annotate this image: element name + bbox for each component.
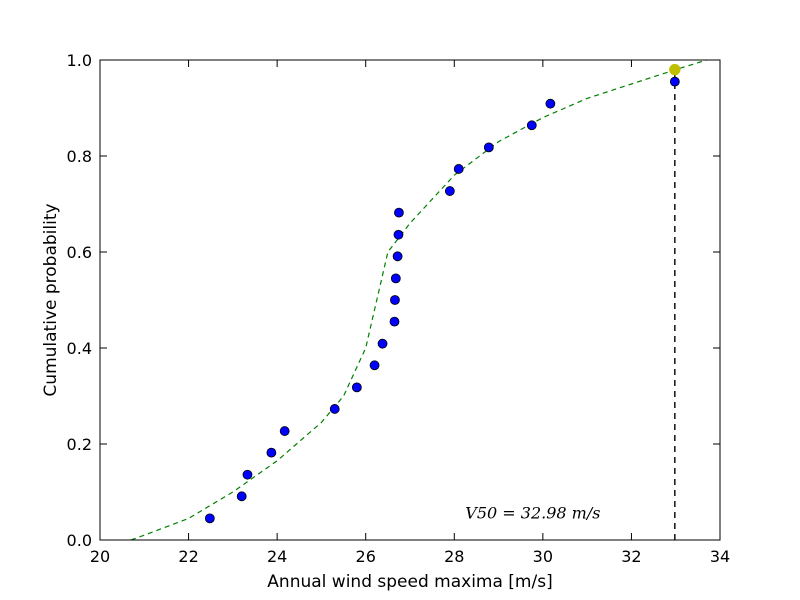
axes-frame (99, 59, 721, 541)
data-point (389, 316, 400, 327)
data-point (444, 186, 455, 196)
x-axis-label: Annual wind speed maxima [m/s] (267, 572, 552, 592)
data-point (526, 120, 537, 131)
data-point (390, 273, 401, 284)
v50-highlight-point (669, 63, 681, 76)
data-point (669, 76, 680, 87)
y-tick-label: 0.0 (67, 531, 92, 550)
y-tick-label: 0.6 (67, 243, 92, 262)
y-tick-label: 0.2 (67, 435, 92, 454)
data-point (242, 469, 253, 480)
data-point (266, 447, 277, 458)
data-point (236, 491, 247, 502)
data-point (393, 229, 404, 240)
data-point (279, 426, 290, 436)
data-point (545, 98, 556, 109)
y-tick-label: 1.0 (67, 51, 92, 70)
x-tick-label: 34 (710, 547, 730, 566)
y-axis-label: Cumulative probability (41, 203, 61, 396)
data-point (369, 360, 380, 371)
data-point (392, 251, 403, 262)
data-point (329, 404, 340, 414)
fit-curve (130, 60, 707, 540)
x-tick-label: 30 (533, 547, 553, 566)
x-tick-label: 26 (356, 547, 376, 566)
data-point (394, 207, 404, 218)
x-tick-label: 28 (444, 547, 464, 566)
data-point (453, 164, 464, 174)
y-tick-label: 0.8 (67, 147, 92, 166)
x-tick-label: 24 (267, 547, 287, 566)
y-tick-label: 0.4 (67, 339, 92, 358)
x-tick-label: 32 (621, 547, 641, 566)
data-point (377, 338, 388, 349)
data-point (204, 513, 215, 524)
data-point (351, 382, 362, 393)
annotation-v50: V50 = 32.98 m/s (465, 504, 600, 523)
data-point (390, 295, 400, 305)
plot-area (130, 60, 707, 540)
x-tick-label: 20 (90, 547, 110, 566)
x-tick-label: 22 (178, 547, 198, 566)
data-point (483, 142, 494, 153)
